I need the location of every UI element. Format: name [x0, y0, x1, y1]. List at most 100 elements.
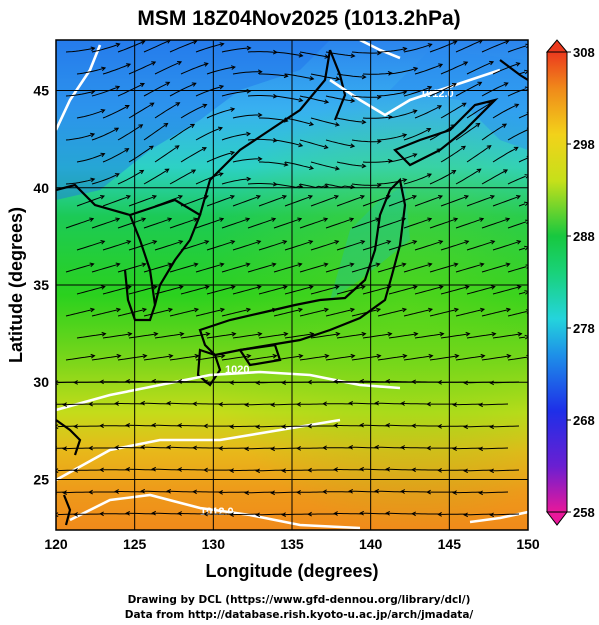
streamline-arrow [374, 400, 380, 406]
streamline-arrow [219, 217, 225, 222]
streamline [232, 195, 261, 207]
streamline-arrow [515, 62, 521, 67]
streamline-arrow [204, 195, 209, 200]
streamline-arrow [192, 401, 198, 407]
streamline [351, 183, 381, 186]
streamline [325, 308, 355, 317]
streamline [310, 333, 340, 339]
streamline [507, 129, 528, 141]
streamline-arrow [490, 285, 496, 290]
streamline [299, 183, 328, 189]
streamline-arrow [350, 143, 356, 149]
streamline-arrow [218, 490, 223, 495]
streamline-arrow [151, 466, 157, 472]
colorbar-tick-label: 288 [573, 229, 595, 244]
streamline [388, 110, 417, 119]
streamline [206, 108, 235, 119]
streamline [143, 81, 170, 97]
streamline-arrow [402, 46, 408, 52]
map-area: 1020 1012.0 1012.0 [56, 40, 528, 530]
streamline [325, 95, 355, 102]
streamline-arrow [505, 307, 512, 313]
streamline [362, 195, 391, 207]
streamline-arrow [298, 52, 304, 58]
streamline-arrow [387, 71, 393, 76]
streamline-arrow [166, 444, 172, 450]
streamline [351, 95, 381, 98]
streamline-arrow [126, 285, 132, 290]
streamline [479, 447, 509, 450]
streamline-arrow [452, 446, 457, 452]
streamline-arrow [246, 88, 252, 94]
streamline-arrow [309, 76, 315, 81]
streamline [349, 402, 379, 405]
streamline [195, 43, 224, 53]
streamline [180, 147, 207, 163]
map-grid [56, 40, 528, 530]
streamline-arrow [140, 488, 146, 494]
streamline-arrow [282, 195, 287, 200]
streamline [74, 425, 103, 427]
streamline [284, 117, 314, 126]
streamline-arrow [220, 353, 226, 359]
streamline [232, 333, 262, 339]
streamline-arrow [375, 217, 381, 222]
streamline-arrow [167, 307, 174, 313]
streamline-arrow [309, 331, 315, 337]
streamline-arrow [100, 285, 106, 290]
streamline-arrow [100, 152, 106, 158]
streamline [299, 51, 329, 58]
streamline [466, 61, 494, 75]
streamline [128, 61, 156, 75]
streamline-arrow [360, 240, 366, 245]
streamline-arrow [219, 262, 225, 268]
isobar-1012-south [69, 493, 361, 530]
streamline [221, 218, 250, 229]
streamline-arrow [230, 65, 236, 70]
streamline [169, 308, 199, 317]
streamline-arrow [516, 285, 522, 290]
streamline [117, 169, 144, 185]
streamline [349, 446, 379, 449]
streamline [299, 218, 328, 229]
streamline [180, 195, 209, 207]
streamline-arrow [426, 128, 432, 133]
streamline [117, 40, 145, 53]
streamline-arrow [56, 512, 59, 517]
streamline [440, 333, 470, 339]
streamline [386, 424, 416, 427]
streamline [507, 311, 527, 317]
streamline [128, 240, 157, 251]
streamline-arrow [412, 240, 418, 245]
streamline [362, 240, 391, 251]
streamline [76, 109, 105, 119]
streamline-arrow [256, 285, 262, 290]
streamline-arrow [177, 61, 183, 66]
streamline-arrow [255, 512, 261, 518]
streamline-arrow [350, 53, 356, 59]
streamline-arrow [307, 423, 312, 429]
streamline-arrow [140, 400, 146, 406]
streamline-arrow [503, 82, 509, 87]
streamline [388, 195, 417, 207]
streamline-arrow [361, 74, 367, 80]
streamline [507, 88, 526, 97]
streamline-arrow [360, 195, 365, 200]
colorbar-tick-label: 308 [573, 45, 595, 60]
streamline-arrow [99, 423, 104, 429]
streamline [388, 240, 417, 251]
streamline [429, 355, 459, 361]
streamline-arrow [217, 126, 223, 132]
streamline-arrow [452, 402, 457, 408]
streamline-arrow [114, 401, 119, 406]
streamline [230, 425, 260, 428]
streamline [481, 169, 508, 185]
streamline [518, 71, 526, 75]
streamline-arrow [167, 262, 173, 268]
streamline-arrow [438, 195, 443, 200]
streamline-arrow [323, 217, 329, 222]
streamline [362, 116, 392, 119]
streamline [102, 148, 129, 163]
streamline [154, 195, 183, 207]
streamline [429, 124, 455, 141]
